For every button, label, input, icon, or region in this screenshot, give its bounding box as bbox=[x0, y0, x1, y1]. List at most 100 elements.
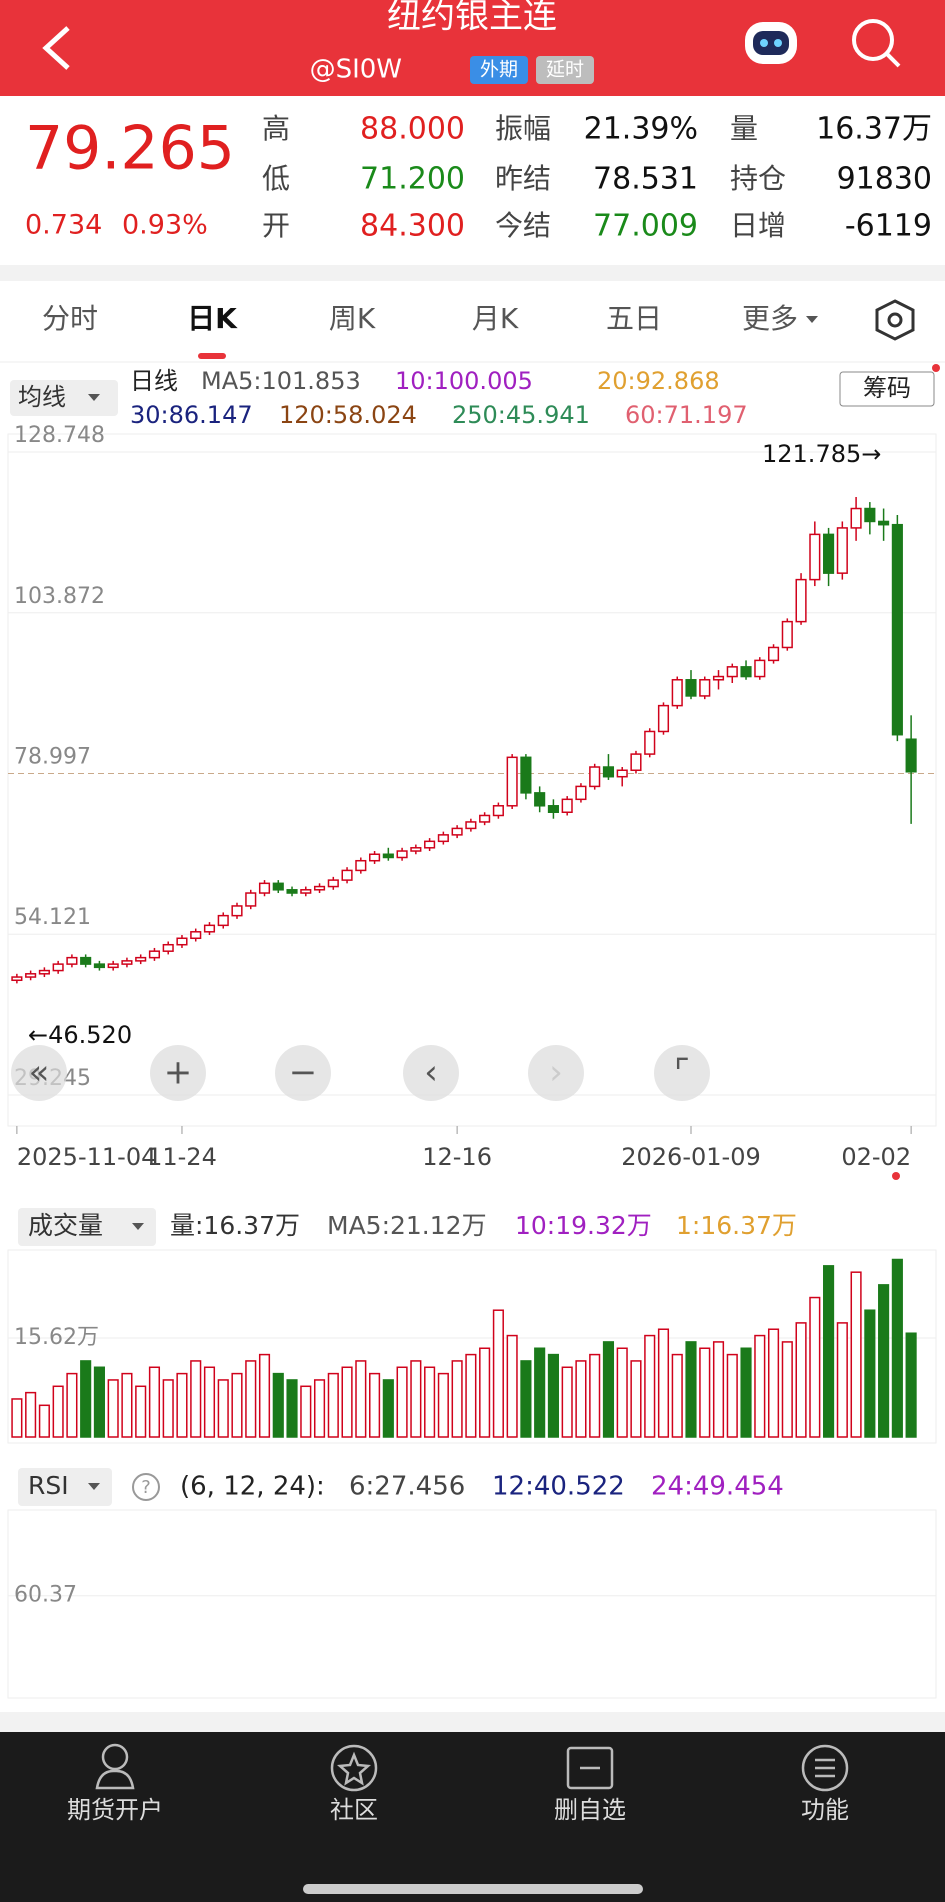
volume-bar bbox=[547, 1353, 559, 1438]
volume-bar bbox=[630, 1360, 642, 1438]
candle-body bbox=[685, 679, 697, 697]
chart-nav-button[interactable] bbox=[275, 1045, 331, 1101]
volume-bar bbox=[754, 1334, 766, 1438]
nav-label[interactable]: 期货开户 bbox=[67, 1796, 163, 1824]
annotation: ←46.520 bbox=[28, 1021, 132, 1049]
field-value: 77.009 bbox=[593, 209, 698, 244]
rsi-label: 12:40.522 bbox=[492, 1472, 625, 1502]
price-panel bbox=[7, 433, 937, 1127]
chart-nav-button[interactable] bbox=[150, 1045, 206, 1101]
candle-body bbox=[754, 659, 766, 678]
rsi-dropdown[interactable] bbox=[18, 1468, 112, 1506]
ma-dropdown[interactable] bbox=[10, 380, 118, 416]
field-label: 高 bbox=[262, 112, 290, 145]
separator bbox=[0, 1712, 945, 1732]
candle-body bbox=[107, 963, 119, 969]
tab[interactable]: 五日 bbox=[606, 302, 662, 335]
tab[interactable]: 更多 bbox=[742, 302, 798, 335]
candle-body bbox=[616, 769, 628, 778]
candle-body bbox=[905, 738, 917, 773]
x-tick-label: 02-02 bbox=[841, 1143, 911, 1171]
chip-button[interactable] bbox=[839, 371, 935, 407]
help-icon[interactable] bbox=[132, 1473, 160, 1501]
candle-body bbox=[891, 523, 903, 736]
volume-bar bbox=[369, 1372, 381, 1438]
volume-bar bbox=[217, 1379, 229, 1438]
volume-bar bbox=[616, 1347, 628, 1438]
candle-body bbox=[52, 963, 64, 972]
volume-bar bbox=[121, 1372, 133, 1438]
chart-nav-symbol: ⌜ bbox=[674, 1053, 690, 1093]
field-label: 振幅 bbox=[495, 112, 551, 145]
period: 日线 bbox=[130, 367, 178, 395]
candle-body bbox=[341, 869, 353, 881]
chart-nav-button[interactable] bbox=[528, 1045, 584, 1101]
volume-bar bbox=[272, 1372, 284, 1438]
candle-body bbox=[135, 956, 147, 962]
volume-bar bbox=[11, 1398, 23, 1438]
volume-label: 量:16.37万 bbox=[170, 1211, 300, 1240]
volume-bar bbox=[479, 1347, 491, 1438]
settings-icon[interactable] bbox=[875, 299, 915, 341]
chart-nav-button[interactable] bbox=[403, 1045, 459, 1101]
rsi-label: 6:27.456 bbox=[349, 1472, 465, 1502]
candle-body bbox=[781, 620, 793, 649]
candle-body bbox=[712, 675, 725, 681]
volume-dropdown[interactable] bbox=[18, 1208, 156, 1246]
field-value: 71.200 bbox=[360, 162, 465, 197]
field-value: 91830 bbox=[837, 162, 932, 197]
help-mark: ? bbox=[141, 1477, 151, 1498]
tab[interactable]: 月K bbox=[472, 302, 519, 335]
volume-bar bbox=[451, 1360, 463, 1438]
candle-body bbox=[671, 679, 683, 707]
tab[interactable]: 日K bbox=[187, 302, 238, 335]
volume-bar bbox=[313, 1379, 326, 1438]
chart-nav-button[interactable] bbox=[11, 1045, 67, 1101]
candle-body bbox=[479, 814, 491, 823]
home-indicator bbox=[303, 1884, 643, 1894]
field-label: 量 bbox=[730, 112, 758, 145]
volume-bar bbox=[534, 1347, 546, 1438]
title: 纽约银主连 bbox=[387, 0, 557, 37]
dropdown-arrow bbox=[132, 1223, 144, 1230]
candle-body bbox=[424, 840, 436, 849]
search-icon[interactable] bbox=[852, 19, 901, 68]
volume-bar bbox=[644, 1334, 656, 1438]
field-value: 78.531 bbox=[593, 162, 698, 197]
ma-label: 120:58.024 bbox=[279, 401, 417, 429]
candle-body bbox=[589, 766, 601, 788]
nav-label[interactable]: 功能 bbox=[801, 1796, 849, 1824]
candle-body bbox=[369, 853, 381, 862]
tab[interactable]: 周K bbox=[329, 302, 376, 335]
candle-body bbox=[850, 507, 862, 529]
volume-bar bbox=[520, 1360, 532, 1438]
last-price: 79.265 bbox=[25, 114, 235, 184]
chart-nav-button[interactable] bbox=[654, 1045, 710, 1101]
back-button[interactable] bbox=[42, 26, 70, 70]
volume-bar bbox=[685, 1341, 697, 1438]
candle-body bbox=[148, 950, 161, 959]
y-tick-label: 78.997 bbox=[14, 744, 91, 769]
candle-body bbox=[575, 785, 587, 801]
robot-icon[interactable] bbox=[745, 22, 797, 64]
change-pct: 0.93% bbox=[122, 210, 208, 241]
dropdown-arrow bbox=[806, 316, 818, 323]
candle-body bbox=[534, 792, 546, 807]
nav-label[interactable]: 社区 bbox=[330, 1796, 378, 1824]
candle-body bbox=[190, 931, 202, 940]
volume-bar bbox=[437, 1372, 449, 1438]
field-value: 16.37万 bbox=[816, 112, 932, 147]
candle-body bbox=[878, 520, 890, 526]
nav-icons bbox=[95, 1743, 849, 1792]
code: @SI0W bbox=[310, 55, 402, 85]
chip-button-text: 筹码 bbox=[863, 374, 911, 402]
field-value: 21.39% bbox=[584, 112, 698, 147]
candle-body bbox=[382, 853, 394, 859]
nav-label[interactable]: 删自选 bbox=[554, 1796, 626, 1824]
candle-body bbox=[864, 507, 876, 523]
candle-body bbox=[300, 889, 312, 894]
chart-nav-symbol: › bbox=[549, 1053, 563, 1093]
tab[interactable]: 分时 bbox=[42, 302, 98, 335]
